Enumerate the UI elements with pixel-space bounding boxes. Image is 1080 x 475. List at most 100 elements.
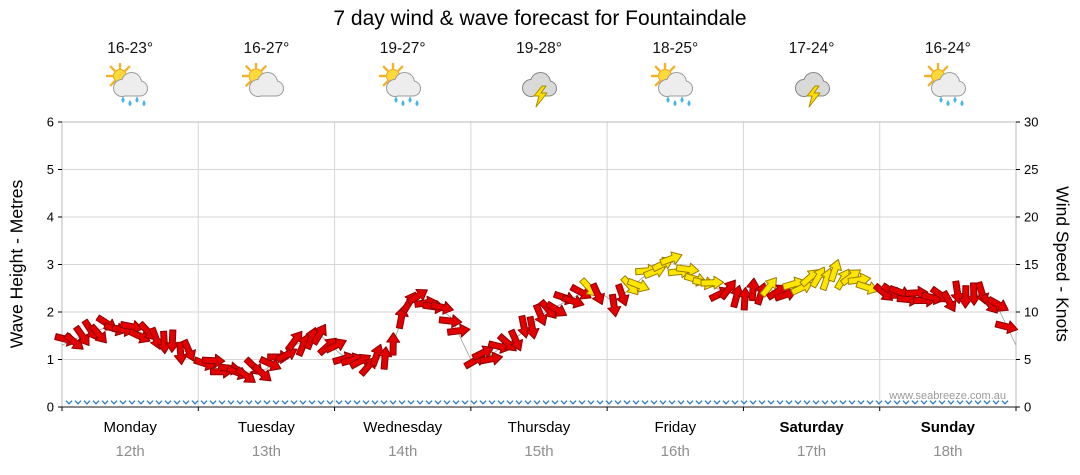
wave-height-mark (668, 400, 676, 405)
wind-arrow (438, 314, 463, 329)
wave-height-mark (344, 400, 352, 405)
wind-arrow (275, 347, 298, 364)
wave-height-mark (209, 400, 217, 405)
sun-cloud-rain-icon (923, 63, 966, 107)
wave-height-mark (506, 400, 514, 405)
wave-height-mark (920, 400, 928, 405)
wind-arrow (759, 277, 777, 298)
wind-arrow (180, 338, 196, 362)
wave-height-mark (569, 400, 577, 405)
day-header-friday: 18-25° (607, 40, 743, 109)
day-header-monday: 16-23° (62, 40, 198, 109)
wind-arrow (378, 346, 393, 370)
wind-arrow (675, 262, 700, 277)
day-name-label: Friday (654, 419, 697, 436)
wind-arrow (855, 280, 879, 295)
wave-height-mark (578, 400, 586, 405)
wave-height-mark (911, 400, 919, 405)
wave-height-mark (164, 400, 172, 405)
wave-height-mark (551, 400, 559, 405)
wave-height-mark (101, 400, 109, 405)
temperature-range: 19-28° (516, 40, 562, 57)
wind-arrow (63, 332, 84, 350)
day-name-label: Wednesday (363, 419, 443, 436)
wave-height-mark (812, 400, 820, 405)
watermark: www.seabreeze.com.au (888, 390, 1006, 402)
wave-height-mark (497, 400, 505, 405)
wave-height-mark (452, 400, 460, 405)
wave-height-mark (686, 400, 694, 405)
wind-arrow (561, 294, 585, 309)
wave-height-mark (218, 400, 226, 405)
wave-height-mark (191, 400, 199, 405)
wind-arrow (940, 290, 957, 313)
wave-height-mark (65, 400, 73, 405)
wave-height-mark (650, 400, 658, 405)
wave-height-mark (947, 400, 955, 405)
wind-arrow (310, 323, 327, 346)
wave-height-mark (389, 400, 397, 405)
wave-tick-label: 5 (47, 162, 54, 177)
wave-height-mark (416, 400, 424, 405)
wave-height-mark (938, 400, 946, 405)
wave-height-mark (461, 400, 469, 405)
wave-height-mark (380, 400, 388, 405)
wave-height-mark (758, 400, 766, 405)
wind-arrow (496, 333, 517, 352)
wave-height-mark (236, 400, 244, 405)
wind-arrow (165, 329, 180, 353)
wave-height-mark (182, 400, 190, 405)
wave-height-mark (335, 400, 343, 405)
wave-height-mark (857, 400, 865, 405)
wave-height-mark (884, 400, 892, 405)
wave-tick-label: 3 (47, 257, 54, 272)
wave-height-mark (434, 400, 442, 405)
temperature-range: 16-23° (107, 40, 154, 57)
wave-height-mark (227, 400, 235, 405)
day-header-thursday: 19-28° (471, 40, 607, 109)
wave-height-mark (731, 400, 739, 405)
wind-arrow (251, 363, 272, 382)
day-header-tuesday: 16-27° (198, 40, 334, 109)
wind-arrow (234, 366, 256, 383)
wind-arrow (615, 283, 630, 307)
chart-title: 7 day wind & wave forecast for Fountaind… (333, 7, 747, 30)
wave-height-mark (119, 400, 127, 405)
wind-arrow (700, 275, 725, 290)
temperature-range: 19-27° (379, 40, 426, 57)
wave-height-mark (542, 400, 550, 405)
day-name-label: Monday (103, 419, 157, 436)
day-date-label: 12th (115, 443, 145, 460)
wave-height-mark (821, 400, 829, 405)
wave-height-mark (839, 400, 847, 405)
wave-height-mark (695, 400, 703, 405)
wind-arrow (718, 279, 736, 301)
wind-arrow (746, 277, 761, 302)
wave-height-mark (110, 400, 118, 405)
wave-height-mark (785, 400, 793, 405)
day-name-label: Thursday (507, 419, 571, 436)
wave-height-mark (677, 400, 685, 405)
day-name-label: Sunday (920, 419, 975, 436)
wind-arrow (285, 330, 303, 352)
wind-arrow (847, 272, 872, 287)
wave-height-mark (443, 400, 451, 405)
wind-arrow (730, 284, 744, 309)
day-date-label: 17th (796, 443, 827, 460)
wave-height-mark (533, 400, 541, 405)
wave-tick-label: 0 (47, 400, 54, 415)
day-name-label: Saturday (779, 419, 844, 436)
wave-height-mark (767, 400, 775, 405)
wave-height-mark (245, 400, 253, 405)
wave-height-mark (317, 400, 325, 405)
wave-height-mark (956, 400, 964, 405)
wave-height-mark (155, 400, 163, 405)
wind-arrow (986, 296, 1009, 312)
wave-height-mark (632, 400, 640, 405)
wave-height-mark (902, 400, 910, 405)
wave-height-mark (137, 400, 145, 405)
wave-height-mark (515, 400, 523, 405)
wave-height-mark (92, 400, 100, 405)
temperature-range: 16-27° (243, 40, 290, 57)
wind-arrow (766, 284, 788, 301)
